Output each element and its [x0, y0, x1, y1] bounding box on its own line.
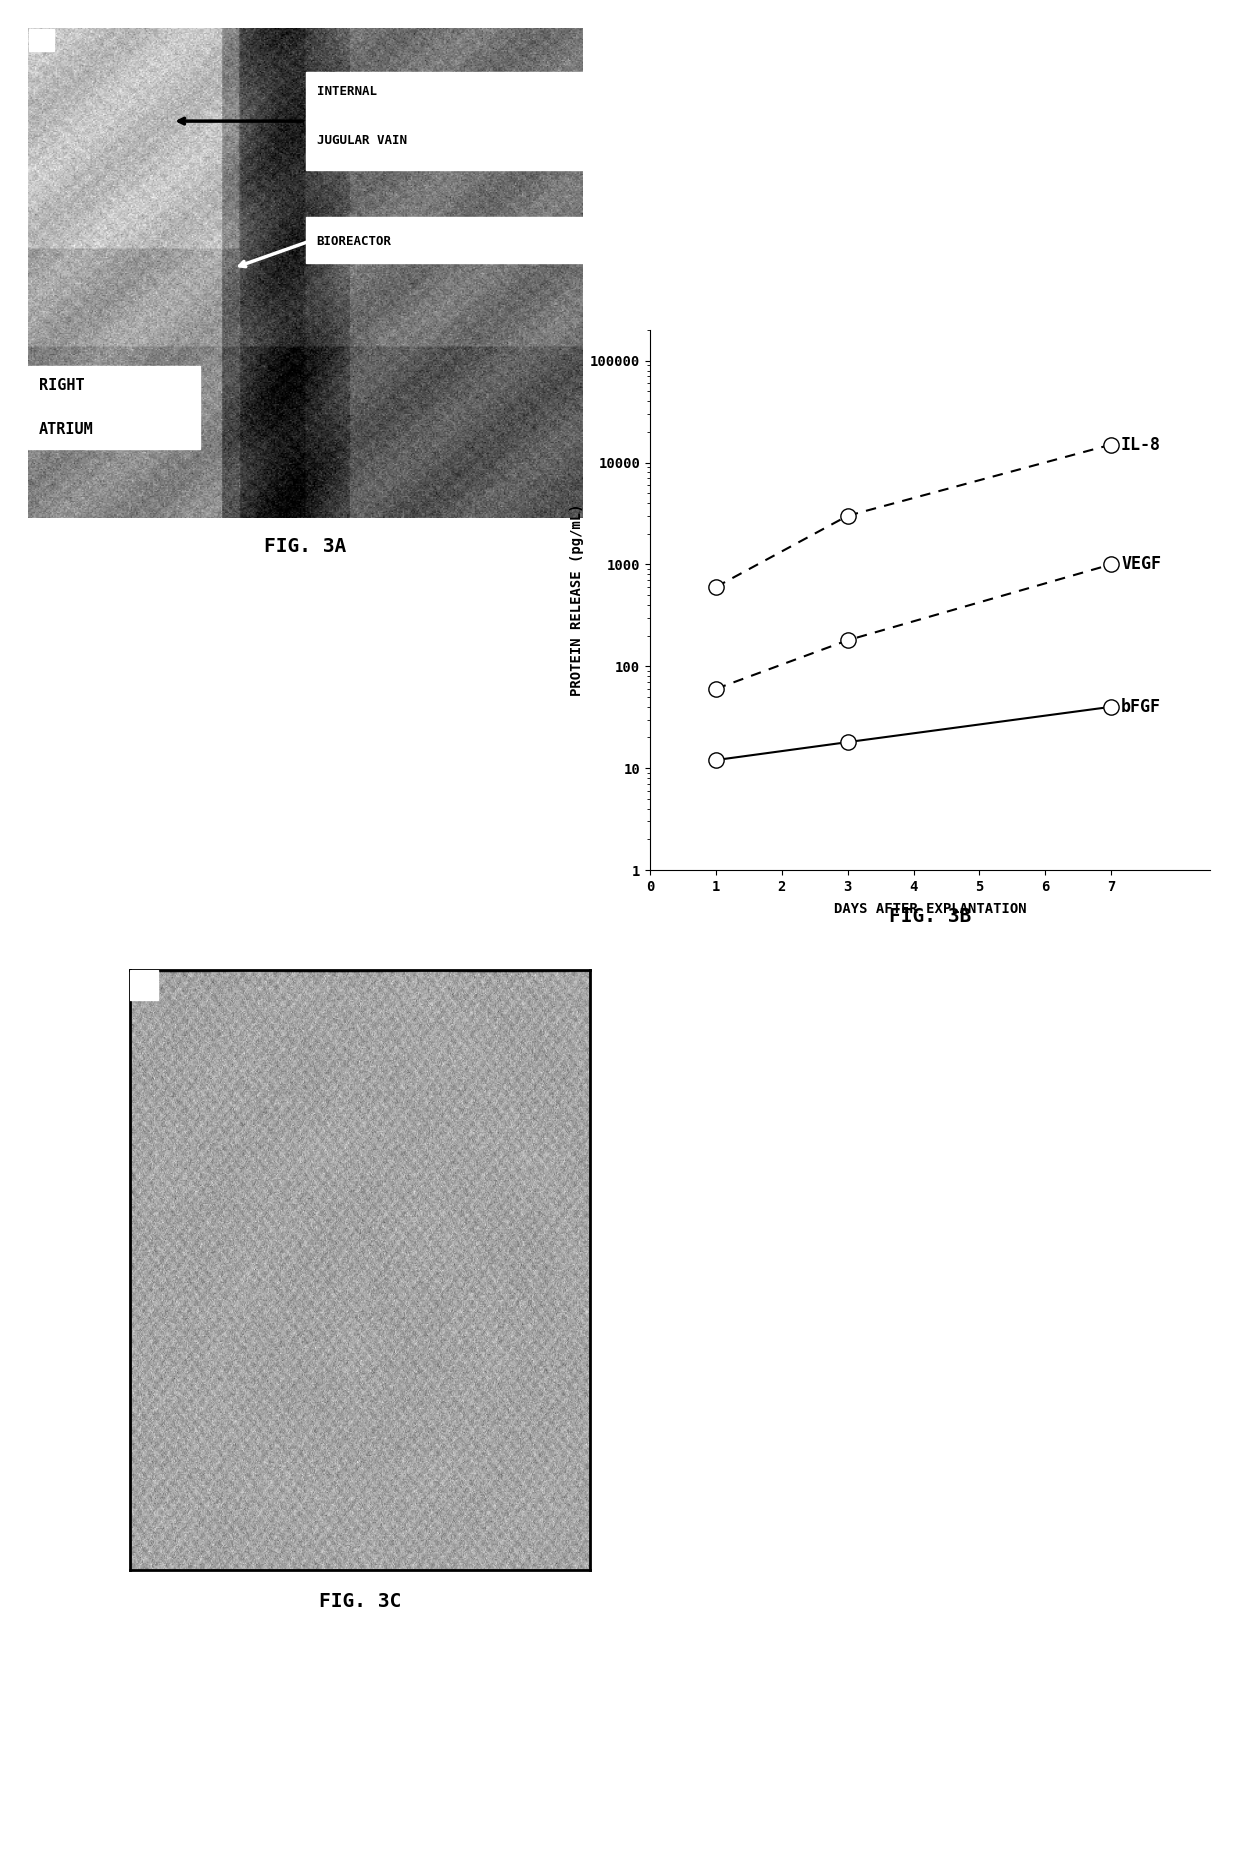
- Text: BIOREACTOR: BIOREACTOR: [316, 235, 392, 248]
- Bar: [305, 217, 583, 263]
- Text: FIG. 3A: FIG. 3A: [264, 536, 347, 556]
- Text: RIGHT: RIGHT: [40, 378, 84, 393]
- Bar: [130, 970, 157, 999]
- Bar: [305, 121, 583, 171]
- Text: ATRIUM: ATRIUM: [40, 423, 94, 438]
- Text: JUGULAR VAIN: JUGULAR VAIN: [316, 133, 407, 146]
- Text: VEGF: VEGF: [1121, 556, 1161, 573]
- Text: IL-8: IL-8: [1121, 436, 1161, 454]
- Bar: [29, 365, 200, 449]
- X-axis label: DAYS AFTER EXPLANTATION: DAYS AFTER EXPLANTATION: [833, 903, 1027, 916]
- Text: FIG. 3C: FIG. 3C: [319, 1593, 401, 1611]
- Y-axis label: PROTEIN RELEASE (pg/mL): PROTEIN RELEASE (pg/mL): [570, 504, 584, 697]
- Text: INTERNAL: INTERNAL: [316, 85, 377, 98]
- Bar: [29, 28, 53, 50]
- Text: FIG. 3B: FIG. 3B: [889, 907, 971, 927]
- Bar: [305, 72, 583, 121]
- Text: bFGF: bFGF: [1121, 697, 1161, 716]
